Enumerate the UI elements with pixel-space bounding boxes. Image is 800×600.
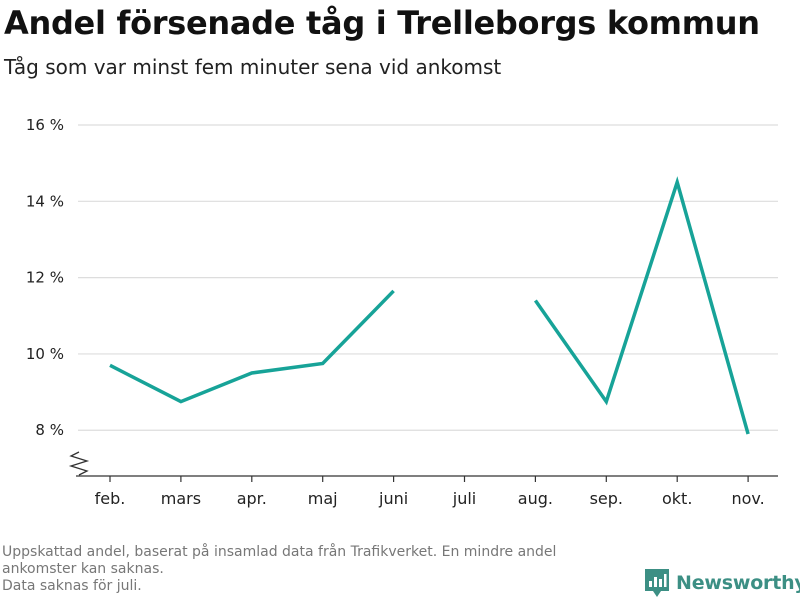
series-lines [109,176,750,435]
y-tick-label: 12 % [26,269,64,287]
x-axis [68,451,778,477]
x-tick-label: sep. [590,489,623,508]
y-axis-break-icon [68,451,90,476]
x-tick-label: nov. [731,489,764,508]
chart-subtitle: Tåg som var minst fem minuter sena vid a… [4,55,502,79]
y-tick-label: 14 % [26,192,64,210]
line-chart: 8 % 10 % 12 % 14 % 16 % feb. mars apr. maj juni j… [26,116,778,508]
footnote-line-2: Data saknas för juli. [2,578,142,594]
footnote: Uppskattad andel, baserat på insamlad da… [2,544,632,595]
x-tick-label: aug. [518,489,553,508]
y-tick-label: 16 % [26,116,64,134]
series-line-segment [533,176,750,435]
series-line-segment [109,289,395,404]
x-tick-label: mars [161,489,201,508]
y-axis-ticks: 8 % 10 % 12 % 14 % 16 % [26,116,64,439]
x-tick-label: okt. [662,489,692,508]
y-tick-label: 8 % [35,421,64,439]
x-tick-label: apr. [237,489,267,508]
y-tick-label: 10 % [26,345,64,363]
brand-name: Newsworthy [676,572,800,594]
chart-title: Andel försenade tåg i Trelleborgs kommun [4,4,760,42]
grid-lines [78,124,778,431]
x-tick-label: juni [378,489,408,508]
brand-logo: Newsworthy [644,568,800,598]
newsworthy-logo-icon [645,569,669,597]
x-tick-label: juli [452,489,476,508]
x-tick-label: feb. [95,489,126,508]
x-axis-ticks: feb. mars apr. maj juni juli aug. sep. okt. nov. [95,476,765,508]
footnote-line-1: Uppskattad andel, baserat på insamlad da… [2,544,557,577]
x-tick-label: maj [308,489,338,508]
